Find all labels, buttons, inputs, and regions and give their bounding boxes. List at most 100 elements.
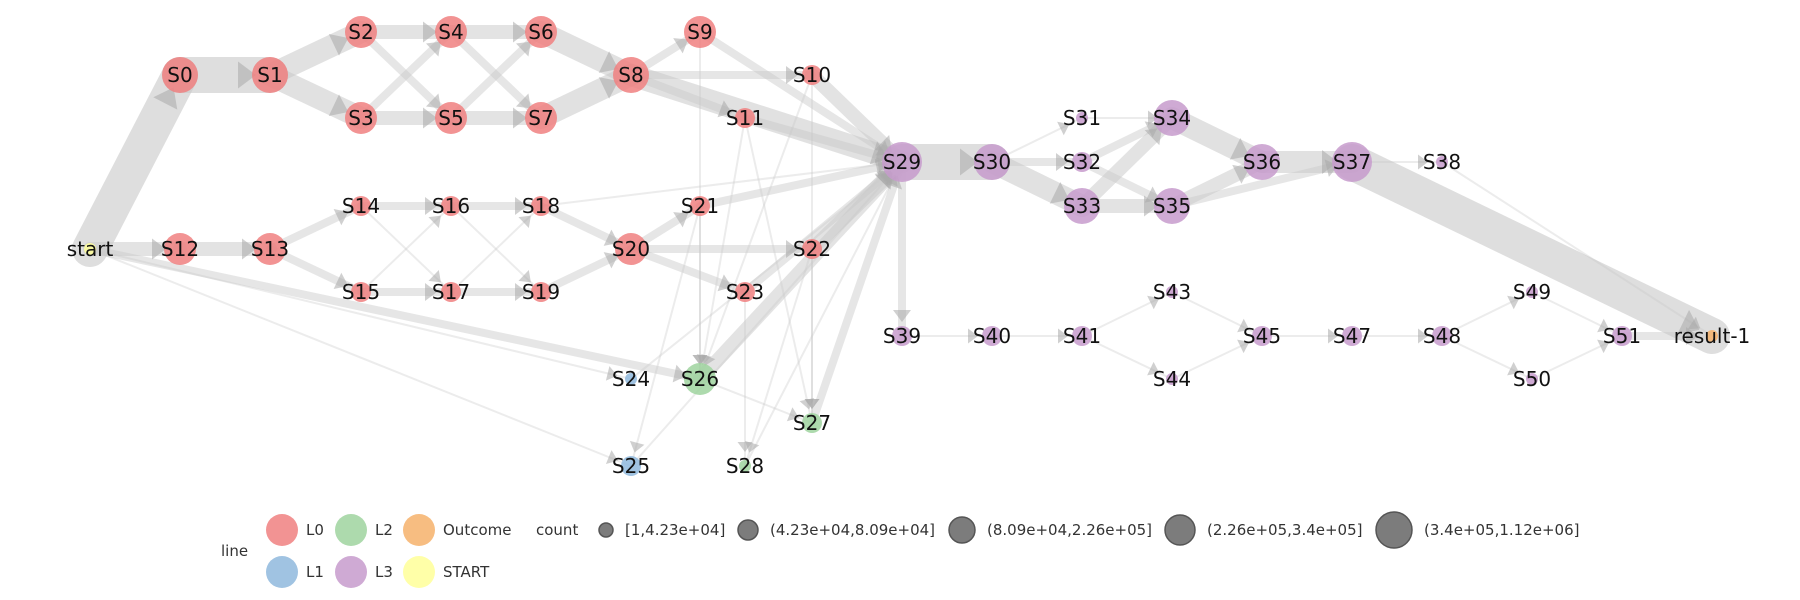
node-S30[interactable] (974, 144, 1010, 180)
node-S47[interactable] (1342, 326, 1362, 346)
node-S33[interactable] (1064, 188, 1100, 224)
node-S16[interactable] (441, 196, 461, 216)
arrowhead-S45-S47 (1328, 328, 1338, 344)
node-S7[interactable] (525, 102, 557, 134)
node-S11[interactable] (735, 108, 755, 128)
node-label-S21: S21 (681, 194, 719, 218)
node-S5[interactable] (435, 102, 467, 134)
legend-swatch-l0 (266, 514, 298, 546)
node-S50[interactable] (1526, 373, 1538, 385)
node-S43[interactable] (1166, 286, 1178, 298)
arrowhead-S6-S8 (598, 51, 619, 73)
edge-start-S24 (89, 248, 632, 380)
legend-count-swatch-3 (948, 516, 976, 544)
arrowhead-S31-S34 (1148, 110, 1158, 126)
node-S2[interactable] (345, 16, 377, 48)
node-S49[interactable] (1526, 286, 1538, 298)
legend-swatch-outcome (403, 514, 435, 546)
arrowhead-S36-S37 (1322, 150, 1338, 174)
node-label-S36: S36 (1243, 150, 1281, 174)
node-S26[interactable] (684, 363, 716, 395)
arrowhead-S26-S27 (786, 407, 799, 422)
legend-count-swatch-2 (737, 519, 759, 541)
node-S32[interactable] (1072, 152, 1092, 172)
arrowhead-S1-S3 (328, 94, 349, 117)
node-label-S9: S9 (687, 20, 712, 44)
node-start[interactable] (84, 243, 96, 255)
arrowhead-start-S24 (605, 366, 618, 381)
node-label-S33: S33 (1063, 194, 1101, 218)
arrowhead-S51-result-1 (1686, 327, 1698, 345)
node-S9[interactable] (684, 16, 716, 48)
node-S21[interactable] (690, 196, 710, 216)
edge-start-S0 (72, 57, 198, 267)
node-label-S18: S18 (522, 194, 560, 218)
arrowhead-S39-S40 (968, 328, 978, 344)
node-label-S16: S16 (432, 194, 470, 218)
legend-count-label-1: [1,4.23e+04] (625, 521, 725, 539)
arrowhead-S22-S28 (744, 440, 760, 453)
arrowhead-S29-S39 (893, 310, 911, 322)
edge-S27-S29 (808, 158, 906, 427)
edge-start-S26 (86, 245, 704, 383)
node-S41[interactable] (1072, 326, 1092, 346)
node-label-S39: S39 (883, 324, 921, 348)
node-S20[interactable] (615, 233, 647, 265)
node-S0[interactable] (162, 57, 198, 93)
node-S10[interactable] (802, 65, 822, 85)
legend-label-l0: L0 (306, 521, 324, 539)
node-S38[interactable] (1436, 156, 1448, 168)
node-S37[interactable] (1332, 142, 1372, 182)
legend-label-l3: L3 (375, 563, 393, 581)
node-S1[interactable] (252, 57, 288, 93)
arrowhead-S18-S20 (603, 229, 619, 246)
arrowhead-S8-S9 (673, 38, 689, 54)
edge-S37-result-1 (1334, 144, 1730, 354)
node-S18[interactable] (531, 196, 551, 216)
node-S39[interactable] (892, 326, 912, 346)
node-S28[interactable] (739, 460, 751, 472)
node-S22[interactable] (802, 239, 822, 259)
node-S23[interactable] (735, 282, 755, 302)
legend-swatch-l2 (335, 514, 367, 546)
node-S24[interactable] (625, 373, 637, 385)
node-S13[interactable] (254, 233, 286, 265)
node-S45[interactable] (1252, 326, 1272, 346)
edge-S21-S25 (630, 205, 701, 467)
node-label-S37: S37 (1333, 150, 1371, 174)
node-S29[interactable] (882, 142, 922, 182)
node-label-result-1: result-1 (1674, 324, 1751, 348)
legend-line-title: line (221, 542, 248, 560)
node-S15[interactable] (351, 282, 371, 302)
node-S34[interactable] (1154, 100, 1190, 136)
node-S6[interactable] (525, 16, 557, 48)
node-S14[interactable] (351, 196, 371, 216)
node-S25[interactable] (621, 456, 641, 476)
node-S35[interactable] (1154, 188, 1190, 224)
node-S3[interactable] (345, 102, 377, 134)
node-label-S0: S0 (167, 63, 192, 87)
node-S19[interactable] (531, 282, 551, 302)
node-result-1[interactable] (1706, 330, 1718, 342)
node-S17[interactable] (441, 282, 461, 302)
legend: line count L0 L2 Outcome L1 L3 START [1,4.23e… (221, 511, 1580, 588)
node-S44[interactable] (1166, 373, 1178, 385)
node-S27[interactable] (802, 413, 822, 433)
arrowhead-S38-result-1 (1687, 316, 1701, 330)
arrowhead-S48-S49 (1507, 295, 1520, 310)
node-S51[interactable] (1612, 326, 1632, 346)
node-label-S10: S10 (793, 63, 831, 87)
node-S8[interactable] (613, 57, 649, 93)
node-S12[interactable] (164, 233, 196, 265)
node-S48[interactable] (1432, 326, 1452, 346)
arrowhead-S16-S19 (518, 269, 531, 283)
node-S36[interactable] (1244, 144, 1280, 180)
edge-S21-S29 (696, 158, 906, 210)
node-label-S14: S14 (342, 194, 380, 218)
node-label-S22: S22 (793, 237, 831, 261)
node-S40[interactable] (982, 326, 1002, 346)
arrowhead-S11-S27 (799, 397, 815, 410)
node-label-S1: S1 (257, 63, 282, 87)
node-S4[interactable] (435, 16, 467, 48)
node-S31[interactable] (1076, 112, 1088, 124)
